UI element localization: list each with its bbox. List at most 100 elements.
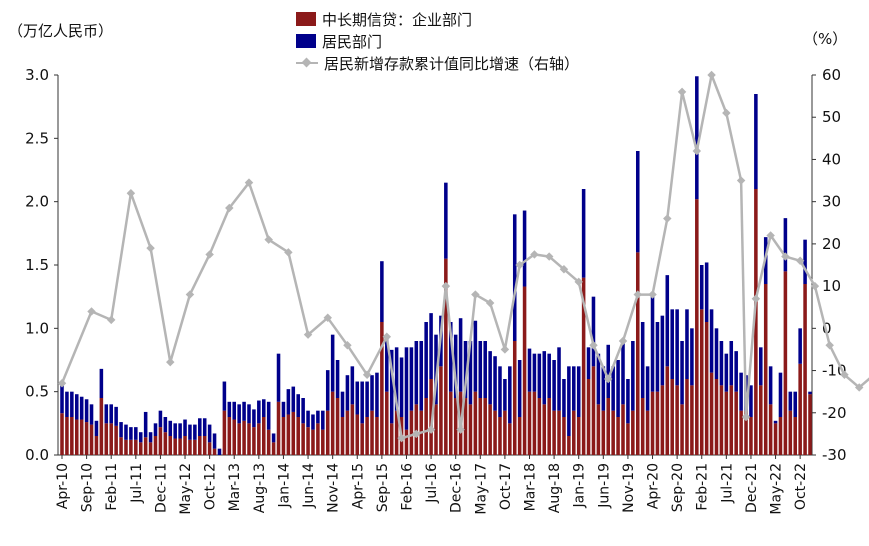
bar-household <box>596 353 601 405</box>
bar-enterprise <box>261 417 266 455</box>
bar-household <box>719 341 724 386</box>
bar-enterprise <box>163 432 168 455</box>
bar-household <box>375 372 379 417</box>
bar-household <box>434 334 438 405</box>
bar-enterprise <box>60 413 64 455</box>
bar-enterprise <box>754 189 758 455</box>
bar-household <box>645 366 650 411</box>
bar-enterprise <box>74 419 79 455</box>
deposit-growth-line <box>60 73 869 440</box>
x-tick-label: Aug-18 <box>547 463 563 513</box>
bar-household <box>60 385 64 414</box>
bar-enterprise <box>360 423 364 455</box>
bar-household <box>193 424 197 440</box>
bar-household <box>266 401 271 430</box>
bar-household <box>665 275 670 367</box>
deposit-growth-point <box>412 429 421 439</box>
deposit-growth-point <box>741 412 751 422</box>
bar-household <box>542 351 547 405</box>
bar-household <box>385 334 389 392</box>
bar-household <box>567 366 571 436</box>
x-tick-label: May-17 <box>473 463 489 515</box>
bar-enterprise <box>645 410 650 455</box>
legend: 中长期信贷：企业部门 居民部门 居民新增存款累计值同比增速（右轴） <box>296 8 579 74</box>
bar-enterprise <box>798 363 802 455</box>
x-tick-label: Aug-13 <box>252 463 268 513</box>
bar-household <box>685 309 689 379</box>
x-tick-label: Sep-20 <box>670 463 686 512</box>
bar-enterprise <box>232 419 237 455</box>
bar-enterprise <box>498 417 502 455</box>
bar-household <box>448 322 453 392</box>
bar-household <box>493 356 497 411</box>
bar-household <box>635 151 640 253</box>
bar-enterprise <box>493 410 497 455</box>
x-tick-label: Feb-11 <box>104 463 120 511</box>
bar-household <box>129 427 133 440</box>
bar-enterprise <box>212 448 217 455</box>
bar-household <box>94 420 99 436</box>
bar-household <box>281 401 286 417</box>
deposit-growth-point <box>840 370 849 380</box>
bar-household <box>65 391 69 417</box>
bar-household <box>109 404 113 424</box>
x-tick-label: Mar-18 <box>523 463 539 511</box>
bar-household <box>483 341 487 398</box>
bar-enterprise <box>222 410 227 455</box>
legend-item-deposit-growth: 居民新增存款累计值同比增速（右轴） <box>296 52 579 74</box>
deposit-growth-point <box>471 290 480 299</box>
bar-household <box>768 366 773 405</box>
deposit-growth-point <box>166 357 175 367</box>
bar-household <box>124 424 128 440</box>
bar-enterprise <box>542 404 547 455</box>
bar-enterprise <box>134 439 138 455</box>
bar-enterprise <box>650 391 655 455</box>
bar-household <box>724 353 729 392</box>
deposit-growth-point <box>692 146 702 156</box>
deposit-growth-point <box>303 330 313 339</box>
deposit-growth-point <box>382 332 392 342</box>
bar-household <box>188 424 192 440</box>
bar-household <box>586 347 591 379</box>
bar-household <box>444 182 448 259</box>
left-tick-label: 0.5 <box>25 383 49 401</box>
bar-enterprise <box>562 417 566 455</box>
bar-enterprise <box>478 398 483 455</box>
bar-enterprise <box>237 423 241 455</box>
right-tick-label: -20 <box>822 404 847 422</box>
bar-household <box>488 351 492 405</box>
bar-household <box>217 448 222 455</box>
bar-enterprise <box>611 410 615 455</box>
right-tick-label: 60 <box>822 66 841 84</box>
left-tick-label: 0.0 <box>25 446 49 464</box>
bar-enterprise <box>276 401 281 455</box>
bar-household <box>202 418 207 436</box>
bar-enterprise <box>114 425 118 455</box>
bar-enterprise <box>803 284 807 455</box>
deposit-growth-point <box>284 248 293 257</box>
bar-enterprise <box>631 410 635 455</box>
bar-household <box>261 399 266 417</box>
bar-enterprise <box>202 436 207 455</box>
bar-household <box>296 394 300 417</box>
deposit-growth-point <box>57 378 67 388</box>
bar-household <box>660 315 665 386</box>
bar-enterprise <box>394 410 399 455</box>
bar-enterprise <box>286 414 291 455</box>
bar-household <box>793 391 798 417</box>
bar-household <box>468 341 473 405</box>
bar-household <box>512 214 517 341</box>
bar-household <box>276 353 281 402</box>
bar-enterprise <box>601 410 606 455</box>
bar-enterprise <box>783 271 788 455</box>
bar-household <box>759 347 763 386</box>
bar-household <box>606 344 611 398</box>
bar-enterprise <box>655 391 660 455</box>
bar-enterprise <box>719 385 724 455</box>
bar-household <box>168 420 173 436</box>
bar-enterprise <box>271 442 276 455</box>
bar-enterprise <box>448 391 453 455</box>
bar-enterprise <box>99 398 104 455</box>
bar-enterprise <box>409 410 414 455</box>
bar-household <box>453 334 458 398</box>
